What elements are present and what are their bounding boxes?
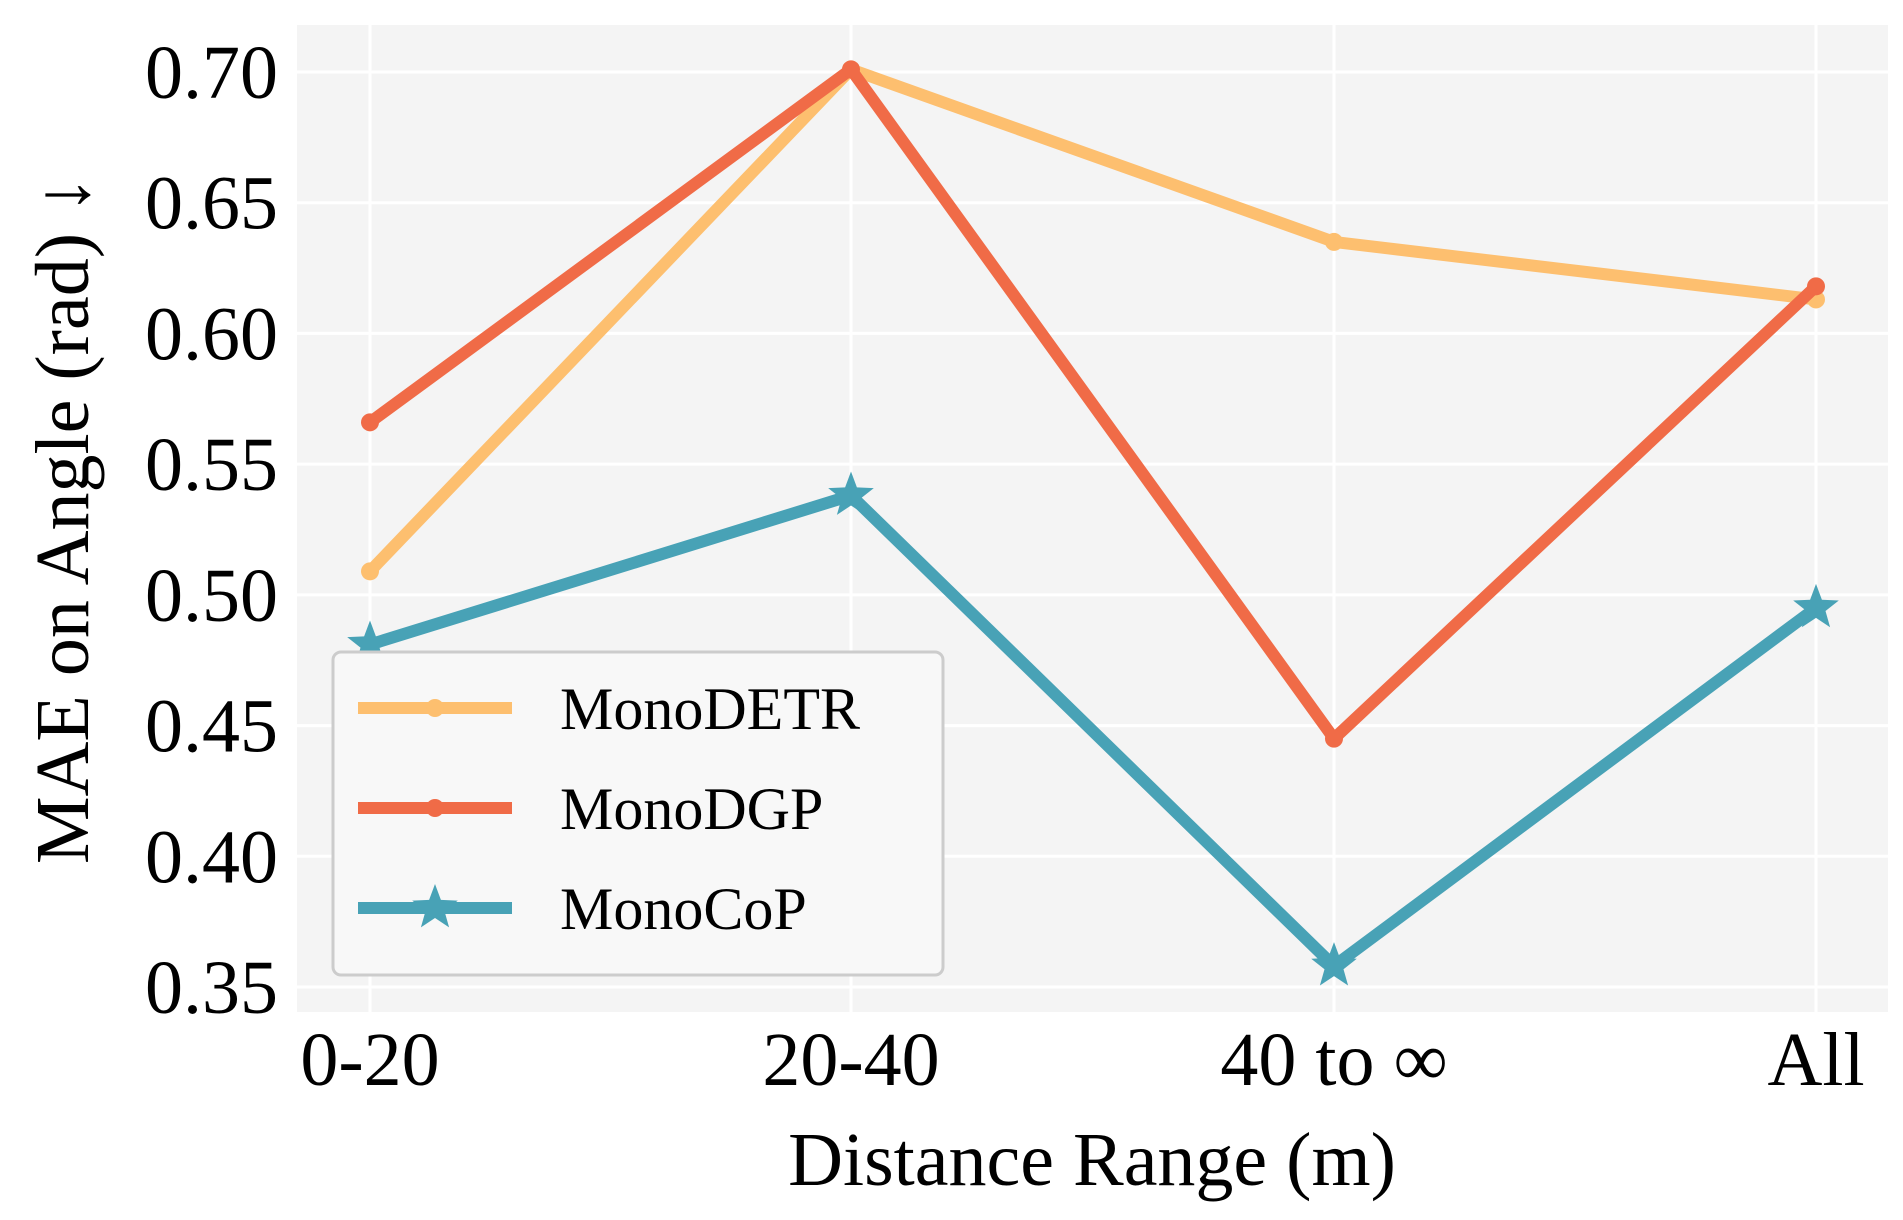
x-tick-label: All [1767,1018,1864,1102]
y-tick-label: 0.40 [145,815,278,899]
y-tick-label: 0.45 [145,685,278,769]
x-tick-label: 0-20 [300,1018,439,1102]
legend-entry: MonoDGP [358,776,823,842]
y-tick-label: 0.65 [145,162,278,246]
legend-label: MonoCoP [560,876,807,942]
data-point [842,60,860,79]
data-point-star [1311,942,1357,986]
legend: MonoDETR MonoDGP MonoCoP [331,650,945,977]
data-point [1325,232,1343,251]
series-monocop [347,471,1839,986]
legend-swatch-marker [426,799,444,817]
legend-label: MonoDETR [560,676,860,742]
x-tick-label: 40 to ∞ [1220,1018,1447,1102]
y-axis-ticks: 0.35 0.40 0.45 0.50 0.55 0.60 0.65 0.70 [145,31,278,1030]
legend-entry: MonoCoP [358,876,807,942]
x-axis-label: Distance Range (m) [788,1118,1396,1202]
data-point [361,413,379,432]
legend-entry: MonoDETR [358,676,860,742]
legend-swatch-star [412,884,458,928]
legend-entries: MonoDETR MonoDGP MonoCoP [358,676,860,942]
series-line [364,63,1822,578]
data-point-star [1793,583,1839,628]
x-axis-ticks: 0-20 20-40 40 to ∞ All [300,1018,1864,1102]
legend-label: MonoDGP [560,776,823,842]
y-tick-label: 0.60 [145,292,278,376]
legend-box [331,650,945,977]
data-point [361,562,379,581]
y-tick-label: 0.55 [145,423,278,507]
data-point-star [347,620,393,664]
y-axis-label: MAE on Angle (rad) ↓ [21,176,105,864]
data-point-star [828,471,874,515]
series-line [364,63,1822,745]
y-tick-label: 0.50 [145,554,278,638]
legend-swatch-marker [426,699,444,717]
y-tick-label: 0.35 [145,946,278,1030]
series-monodgp [361,60,1825,748]
series-layer [347,60,1839,986]
y-tick-label: 0.70 [145,31,278,115]
x-tick-label: 20-40 [762,1018,939,1102]
data-point [1325,729,1343,748]
data-point [1807,277,1825,296]
series-line [364,489,1822,973]
